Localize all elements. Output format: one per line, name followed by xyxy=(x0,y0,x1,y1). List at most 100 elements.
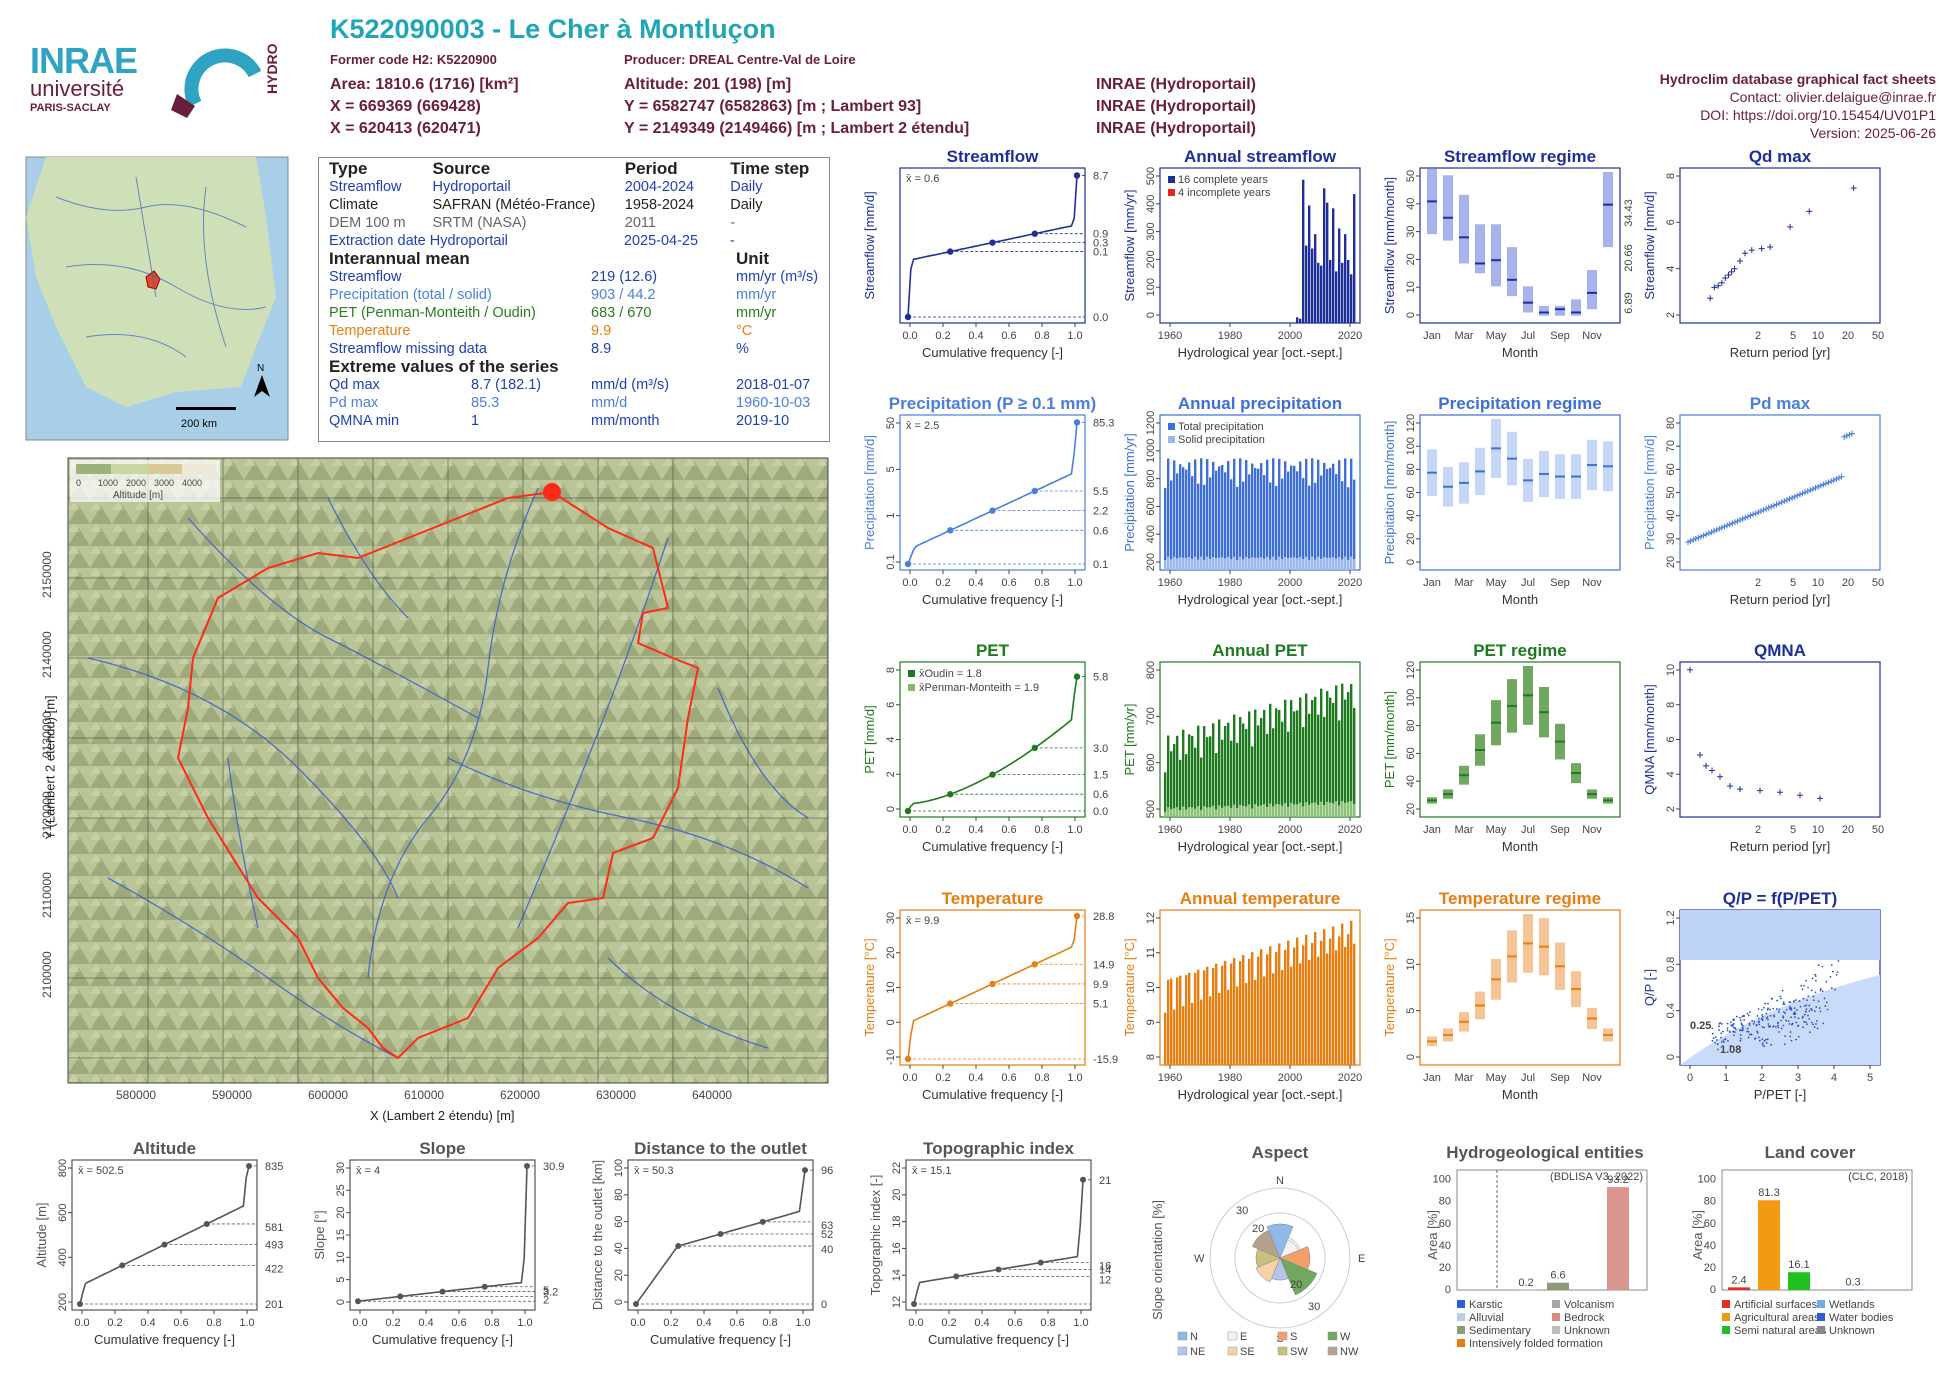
bar xyxy=(1224,726,1226,817)
bar xyxy=(1308,960,1310,1065)
scatter-point xyxy=(1818,1000,1820,1002)
cell: % xyxy=(736,340,749,358)
scatter-point xyxy=(1784,1012,1786,1014)
bar xyxy=(1290,967,1292,1065)
month-label: Jan xyxy=(1423,1072,1441,1084)
bar-secondary xyxy=(1182,807,1184,817)
scatter-point xyxy=(1834,989,1836,991)
scatter-point xyxy=(1819,1007,1821,1009)
chart-title: Pd max xyxy=(1750,394,1811,413)
cell: Hydroportail xyxy=(430,232,624,250)
bar xyxy=(1194,973,1196,1065)
legend-swatch xyxy=(1278,1347,1287,1355)
ytick-label: 50 xyxy=(1405,170,1417,182)
bar xyxy=(1194,459,1196,570)
mean-row: Precipitation (total / solid) 903 / 44.2 m… xyxy=(329,286,819,304)
point xyxy=(1709,768,1715,774)
mean-label: x̄ = 50.3 xyxy=(634,1165,673,1177)
right-label: 2 xyxy=(543,1294,549,1306)
scatter-point xyxy=(1808,1010,1810,1012)
xtick-label: 50 xyxy=(1872,577,1884,589)
quantile-point xyxy=(1038,1260,1044,1266)
bar xyxy=(1353,944,1355,1065)
bar xyxy=(1209,736,1211,817)
bar xyxy=(1272,973,1274,1065)
right-tick: 6.89 xyxy=(1623,292,1635,313)
bar xyxy=(1227,990,1229,1065)
x-axis-label: Return period [yr] xyxy=(1730,345,1830,360)
bar-secondary xyxy=(1344,557,1346,570)
ytick-label: 10 xyxy=(335,1251,347,1263)
quantile-point xyxy=(119,1262,125,1268)
bar-secondary xyxy=(1260,805,1262,817)
scatter-point xyxy=(1749,1024,1751,1026)
bar xyxy=(1335,685,1337,817)
point xyxy=(1742,250,1748,256)
bar-secondary xyxy=(1293,804,1295,817)
scatter-point xyxy=(1795,999,1797,1001)
legend-entry: SW xyxy=(1290,1346,1308,1358)
extreme-title: Extreme values of the series xyxy=(329,358,559,376)
x-axis-label: Return period [yr] xyxy=(1730,592,1830,607)
quantile-point xyxy=(1074,172,1080,178)
bar xyxy=(1173,460,1175,570)
scatter-point xyxy=(1767,1003,1769,1005)
hydro-logo: HYDRO xyxy=(165,44,285,119)
xtick-label: 1980 xyxy=(1218,330,1242,342)
bar-secondary xyxy=(1290,557,1292,570)
scatter-point xyxy=(1777,1022,1779,1024)
bar-secondary xyxy=(1242,806,1244,817)
chart-title: Annual PET xyxy=(1212,641,1308,660)
xtick-label: 0.2 xyxy=(935,577,950,589)
bar-secondary xyxy=(1287,558,1289,570)
right-label: 9.9 xyxy=(1093,979,1108,991)
bar xyxy=(1200,1000,1202,1065)
bar-secondary xyxy=(1314,803,1316,817)
ytick-label: 15 xyxy=(1405,912,1417,924)
cell: Temperature xyxy=(329,322,591,340)
quantile-point xyxy=(675,1243,681,1249)
point xyxy=(1703,531,1709,537)
right-label: 5.8 xyxy=(1093,672,1108,684)
x-axis-label: P/PET [-] xyxy=(1754,1087,1807,1102)
cdf-curve xyxy=(358,1166,527,1301)
ytick-label: 30 xyxy=(1405,225,1417,237)
logo-hydro-text: HYDRO xyxy=(264,43,280,94)
scatter-point xyxy=(1763,1040,1765,1042)
bar xyxy=(1284,461,1286,570)
bar-label: 6.6 xyxy=(1550,1270,1565,1282)
point xyxy=(1760,507,1766,513)
brand-version: Version: 2025-06-26 xyxy=(1660,124,1936,142)
point xyxy=(1774,501,1780,507)
xtick-label: 4 xyxy=(1831,1072,1837,1084)
point xyxy=(1818,483,1824,489)
bar xyxy=(1215,471,1217,570)
point xyxy=(1719,525,1725,531)
bar xyxy=(1221,966,1223,1065)
bar xyxy=(1236,743,1238,817)
scatter-point xyxy=(1751,1020,1753,1022)
x-axis-label: Cumulative frequency [-] xyxy=(922,839,1063,854)
bar xyxy=(1188,462,1190,570)
chart-annual_pet: Annual PETHydrological year [oct.-sept.]… xyxy=(1120,642,1400,872)
scatter-point xyxy=(1806,1023,1808,1025)
bar xyxy=(1197,970,1199,1065)
xtick-label: 1.0 xyxy=(1073,1317,1088,1329)
chart-pd_max: Pd maxReturn period [yr]Precipitation [m… xyxy=(1640,395,1920,625)
point xyxy=(1755,509,1761,515)
mean-label: x̄ = 9.9 xyxy=(906,915,939,927)
point xyxy=(1802,489,1808,495)
bar xyxy=(1284,700,1286,817)
bar-secondary xyxy=(1323,557,1325,570)
bar-secondary xyxy=(1329,803,1331,817)
right-label: 5.1 xyxy=(1093,999,1108,1011)
bar-secondary xyxy=(1227,806,1229,817)
scatter-point xyxy=(1721,1041,1723,1043)
right-label: 493 xyxy=(265,1240,283,1252)
bar xyxy=(1188,734,1190,817)
chart-topo: Topographic indexCumulative frequency [-… xyxy=(866,1140,1131,1365)
legend-swatch xyxy=(1722,1313,1730,1321)
scatter-point xyxy=(1763,1027,1765,1029)
chart-title: PET xyxy=(976,641,1010,660)
scatter-point xyxy=(1765,1039,1767,1041)
